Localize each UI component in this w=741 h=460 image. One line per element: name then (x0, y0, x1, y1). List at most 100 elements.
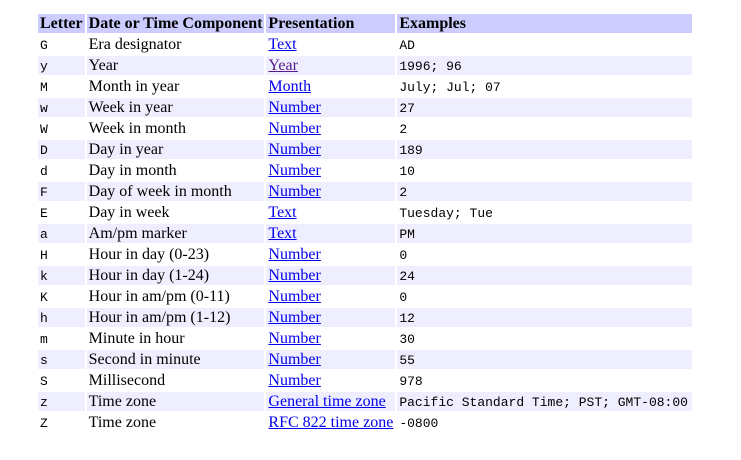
column-header-letter: Letter (38, 14, 85, 33)
presentation-cell: Number (266, 140, 396, 159)
pattern-letter: H (40, 247, 48, 263)
component-label: Week in year (88, 98, 173, 116)
table-body: G Era designator Text AD y Year Year 199… (38, 35, 693, 432)
examples-cell: 27 (397, 98, 693, 117)
letter-cell: F (38, 182, 85, 201)
pattern-letter: y (40, 58, 48, 74)
presentation-link[interactable]: Text (268, 203, 297, 221)
presentation-link[interactable]: Number (268, 329, 321, 347)
component-cell: Day in month (87, 161, 265, 180)
component-label: Year (88, 56, 119, 74)
date-format-pattern-table: Letter Date or Time Component Presentati… (36, 12, 694, 434)
examples-cell: 55 (397, 350, 693, 369)
examples-value: 10 (399, 163, 415, 179)
component-cell: Day of week in month (86, 182, 265, 201)
presentation-cell: Number (266, 308, 396, 327)
component-label: Minute in hour (88, 329, 185, 347)
examples-value: 0 (399, 289, 408, 305)
examples-cell: 0 (397, 245, 692, 264)
letter-cell: G (38, 35, 85, 54)
presentation-link[interactable]: RFC 822 time zone (268, 413, 394, 431)
table-row: H Hour in day (0-23) Number 0 (38, 245, 692, 264)
examples-cell: 1996; 96 (397, 56, 693, 75)
examples-value: 24 (399, 268, 415, 284)
component-label: Day of week in month (88, 182, 232, 200)
presentation-link[interactable]: Number (268, 266, 321, 284)
component-cell: Week in year (86, 98, 265, 117)
examples-cell: 2 (397, 182, 693, 201)
component-cell: Am/pm marker (86, 224, 265, 243)
presentation-cell: Year (266, 56, 396, 75)
table-row: z Time zone General time zone Pacific St… (38, 392, 693, 411)
presentation-cell: Number (266, 161, 395, 180)
pattern-letter: Z (40, 415, 48, 431)
table-row: G Era designator Text AD (38, 35, 692, 54)
presentation-link[interactable]: Number (268, 371, 321, 389)
examples-cell: 978 (397, 371, 692, 390)
pattern-letter: m (40, 331, 48, 347)
examples-value: 0 (399, 247, 408, 263)
column-header-presentation: Presentation (266, 14, 396, 33)
component-cell: Hour in am/pm (0-11) (87, 287, 265, 306)
component-cell: Day in year (86, 140, 265, 159)
component-label: Millisecond (88, 371, 166, 389)
presentation-link[interactable]: Number (268, 245, 321, 263)
presentation-link[interactable]: Number (268, 140, 321, 158)
examples-value: 1996; 96 (399, 58, 462, 74)
examples-value: 978 (399, 373, 423, 389)
letter-cell: h (38, 308, 85, 327)
letter-cell: z (38, 392, 85, 411)
letter-cell: W (38, 119, 85, 138)
component-cell: Second in minute (86, 350, 265, 369)
presentation-link[interactable]: General time zone (268, 392, 386, 410)
component-cell: Hour in day (1-24) (86, 266, 265, 285)
presentation-link[interactable]: Number (268, 119, 321, 137)
examples-cell: Pacific Standard Time; PST; GMT-08:00 (397, 392, 693, 411)
presentation-link[interactable]: Number (268, 161, 321, 179)
examples-cell: July; Jul; 07 (397, 77, 692, 96)
presentation-link[interactable]: Month (268, 77, 312, 95)
examples-cell: 30 (397, 329, 692, 348)
presentation-cell: Number (266, 182, 396, 201)
presentation-cell: Number (266, 245, 395, 264)
component-label: Hour in day (1-24) (88, 266, 210, 284)
letter-cell: Z (38, 413, 85, 432)
examples-cell: 2 (397, 119, 692, 138)
component-label: Hour in day (0-23) (88, 245, 210, 263)
component-label: Month in year (88, 77, 180, 95)
table-row: m Minute in hour Number 30 (38, 329, 692, 348)
pattern-letter: E (40, 205, 48, 221)
component-label: Day in month (88, 161, 177, 179)
component-label: Hour in am/pm (0-11) (88, 287, 230, 305)
presentation-link[interactable]: Text (268, 35, 297, 53)
examples-cell: 0 (397, 287, 692, 306)
component-cell: Time zone (87, 413, 265, 432)
examples-cell: Tuesday; Tue (397, 203, 692, 222)
presentation-link[interactable]: Number (268, 350, 321, 368)
presentation-link[interactable]: Text (268, 224, 297, 242)
presentation-cell: Number (266, 371, 395, 390)
letter-cell: m (38, 329, 85, 348)
pattern-letter: w (40, 100, 48, 116)
examples-value: July; Jul; 07 (399, 79, 501, 95)
pattern-letter: k (40, 268, 48, 284)
examples-cell: 12 (397, 308, 693, 327)
examples-cell: PM (397, 224, 693, 243)
presentation-link[interactable]: Number (268, 182, 321, 200)
letter-cell: k (38, 266, 85, 285)
examples-value: 2 (399, 184, 408, 200)
presentation-link[interactable]: Number (268, 287, 321, 305)
letter-cell: M (38, 77, 85, 96)
table-row: S Millisecond Number 978 (38, 371, 692, 390)
component-cell: Hour in am/pm (1-12) (86, 308, 265, 327)
presentation-link[interactable]: Number (268, 98, 321, 116)
column-header-examples: Examples (397, 14, 693, 33)
examples-cell: 189 (397, 140, 693, 159)
presentation-cell: Number (266, 119, 395, 138)
presentation-link[interactable]: Number (268, 308, 321, 326)
letter-cell: H (38, 245, 85, 264)
component-cell: Day in week (87, 203, 265, 222)
presentation-link[interactable]: Year (268, 56, 298, 74)
examples-value: 189 (399, 142, 423, 158)
component-cell: Week in month (87, 119, 265, 138)
